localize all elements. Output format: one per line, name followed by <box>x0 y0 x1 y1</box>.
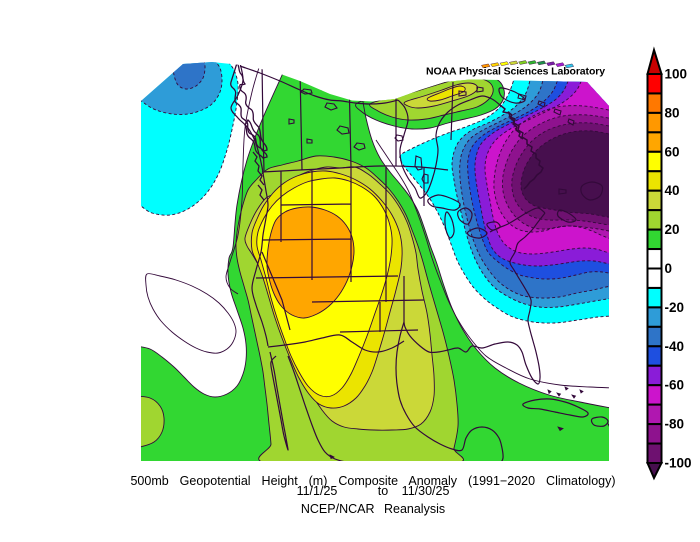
svg-text:11/1/25 to 11/30/25: 11/1/25 to 11/30/25 <box>297 484 450 498</box>
svg-text:80: 80 <box>665 105 680 120</box>
svg-text:-60: -60 <box>665 378 685 393</box>
svg-text:-80: -80 <box>665 417 685 432</box>
svg-text:-40: -40 <box>665 339 685 354</box>
svg-text:-100: -100 <box>665 456 692 471</box>
svg-text:0: 0 <box>665 261 673 276</box>
svg-text:NCEP/NCAR Reanalysis: NCEP/NCAR Reanalysis <box>301 502 445 516</box>
svg-text:60: 60 <box>665 144 680 159</box>
svg-text:40: 40 <box>665 183 680 198</box>
svg-text:20: 20 <box>665 222 680 237</box>
svg-text:100: 100 <box>665 67 688 82</box>
svg-text:NOAA Physical Sciences Laborat: NOAA Physical Sciences Laboratory <box>426 66 605 78</box>
svg-text:500mb Geopotential Height (m): 500mb Geopotential Height (m) Composite … <box>130 474 615 488</box>
svg-text:-20: -20 <box>665 300 685 315</box>
